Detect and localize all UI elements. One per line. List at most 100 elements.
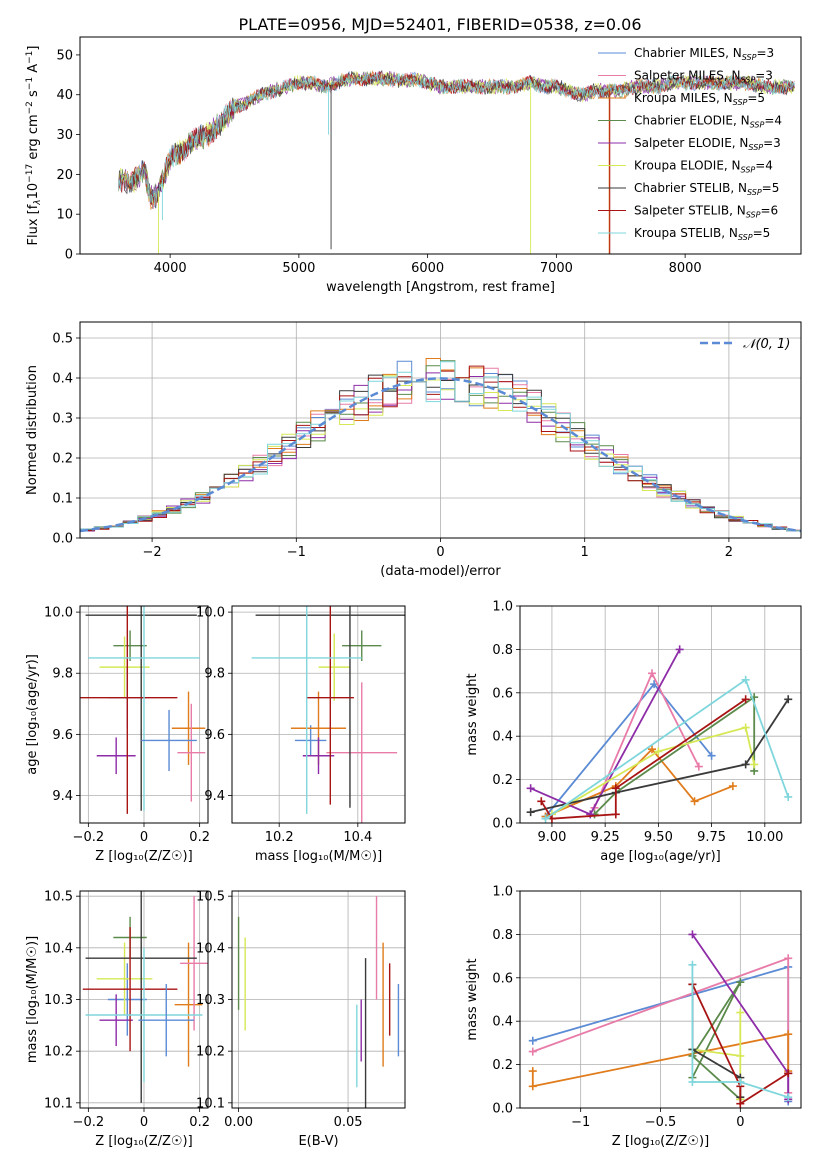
legend-entry: 𝒩(0, 1) bbox=[743, 337, 790, 352]
y-label-part: s bbox=[26, 90, 41, 101]
x-axis-label: wavelength [Angstrom, rest frame] bbox=[326, 280, 555, 295]
x-tick-label: 0.2 bbox=[189, 1115, 210, 1130]
weight-marker bbox=[528, 1082, 537, 1091]
x-tick-label: −2 bbox=[143, 545, 162, 560]
y-tick-label: 0.8 bbox=[492, 643, 513, 658]
weight-marker bbox=[741, 760, 750, 769]
legend-sub: SSP bbox=[750, 121, 765, 130]
x-tick-label: 0.00 bbox=[224, 1115, 253, 1130]
x-tick-label: 0.2 bbox=[189, 830, 210, 845]
legend-entry: Chabrier STELIB, NSSP=5 bbox=[634, 181, 779, 197]
y-axis-label: Normed distribution bbox=[25, 365, 40, 495]
legend-suffix: =3 bbox=[763, 136, 781, 150]
legend-entry: Salpeter STELIB, NSSP=6 bbox=[634, 204, 778, 220]
y-tick-label: 10.3 bbox=[196, 993, 225, 1008]
plot-area-residuals bbox=[80, 322, 801, 538]
weight-marker bbox=[526, 808, 535, 817]
legend-label: Chabrier STELIB, N bbox=[634, 181, 747, 195]
weight-marker bbox=[611, 810, 620, 819]
y-tick-label: 9.4 bbox=[52, 789, 73, 804]
legend-suffix: =5 bbox=[753, 226, 771, 240]
weight-marker bbox=[741, 723, 750, 732]
axes-frame bbox=[79, 605, 209, 824]
y-label-part: Flux [f bbox=[26, 204, 41, 245]
legend-entry: Chabrier ELODIE, NSSP=4 bbox=[634, 114, 782, 130]
weight-marker bbox=[736, 1077, 745, 1086]
plot-area-age-vs-Z bbox=[80, 606, 208, 823]
weight-marker bbox=[784, 695, 793, 704]
y-axis-label: mass weight bbox=[465, 958, 480, 1040]
legend-entry: Kroupa STELIB, NSSP=5 bbox=[634, 226, 770, 242]
weight-marker bbox=[784, 1030, 793, 1039]
y-tick-label: 20 bbox=[56, 168, 73, 183]
y-tick-label: 30 bbox=[56, 128, 73, 143]
axes-frame bbox=[79, 890, 209, 1109]
weight-marker bbox=[528, 1036, 537, 1045]
weight-marker bbox=[688, 930, 697, 939]
y-tick-label: 0.0 bbox=[492, 817, 513, 832]
weight-marker bbox=[537, 797, 546, 806]
x-tick-label: −1 bbox=[287, 545, 306, 560]
y-tick-label: 9.8 bbox=[52, 667, 73, 682]
x-axis-label: mass [log₁₀(M/M☉)] bbox=[255, 849, 382, 864]
x-tick-label: 9.75 bbox=[697, 830, 726, 845]
y-tick-label: 9.6 bbox=[52, 728, 73, 743]
x-tick-label: 10.2 bbox=[265, 830, 294, 845]
y-label-part: erg cm bbox=[26, 114, 41, 163]
x-axis-label: E(B-V) bbox=[298, 1134, 338, 1149]
y-tick-label: 10.0 bbox=[44, 606, 73, 621]
weight-marker bbox=[741, 695, 750, 704]
y-tick-label: 0.4 bbox=[492, 730, 513, 745]
legend-label: Salpeter MILES, N bbox=[634, 69, 741, 83]
weight-marker bbox=[728, 782, 737, 791]
y-tick-label: 9.4 bbox=[204, 789, 225, 804]
panel-weight-vs-age: 9.00 9.25 9.50 9.75 10.00 0.0 0.2 0.4 0.6 0.8 1.0 a… bbox=[465, 600, 802, 864]
legend-entry: Salpeter ELODIE, NSSP=3 bbox=[634, 136, 781, 152]
weight-marker bbox=[611, 784, 620, 793]
figure-title: PLATE=0956, MJD=52401, FIBERID=0538, z=0… bbox=[238, 15, 641, 34]
weight-line bbox=[691, 964, 789, 1099]
legend-sub: SSP bbox=[738, 233, 753, 242]
weight-marker bbox=[688, 960, 697, 969]
plot-area-weight-vs-Z bbox=[520, 891, 801, 1108]
weight-marker bbox=[647, 669, 656, 678]
y-tick-label: 0 bbox=[65, 248, 73, 263]
axes-frame bbox=[519, 605, 802, 824]
plot-area-spectrum bbox=[118, 69, 795, 254]
legend-entry: Kroupa ELODIE, NSSP=4 bbox=[634, 159, 773, 175]
legend-sub: SSP bbox=[746, 211, 761, 220]
panel-spectrum: 4000 5000 6000 7000 8000 0 10 20 30 40 50 wavelengt… bbox=[25, 36, 802, 295]
y-label-part: ] bbox=[26, 46, 41, 51]
y-tick-label: 10.1 bbox=[44, 1096, 73, 1111]
weight-line bbox=[593, 695, 756, 815]
axes-frame bbox=[79, 321, 802, 539]
y-tick-label: 10.3 bbox=[44, 993, 73, 1008]
y-axis-label: age [log₁₀(age/yr)] bbox=[25, 654, 40, 775]
legend-label: Chabrier MILES, N bbox=[634, 46, 742, 60]
panel-age-vs-Z: −0.2 0 0.2 9.4 9.6 9.8 10.0 Z [log₁₀(Z/Z☉)] age … bbox=[25, 605, 210, 864]
legend-suffix: =4 bbox=[764, 114, 782, 128]
y-tick-label: 10.0 bbox=[196, 606, 225, 621]
y-tick-label: 0.4 bbox=[52, 372, 73, 387]
legend-sub: SSP bbox=[733, 98, 748, 107]
y-tick-label: 0.2 bbox=[52, 452, 73, 467]
x-tick-label: 0 bbox=[736, 1115, 744, 1130]
weight-marker bbox=[654, 747, 663, 756]
weight-marker bbox=[784, 792, 793, 801]
weight-marker bbox=[741, 675, 750, 684]
spectrum-line bbox=[118, 72, 795, 207]
weight-marker bbox=[528, 1067, 537, 1076]
legend-sub: SSP bbox=[741, 166, 756, 175]
weight-line bbox=[692, 1012, 742, 1100]
y-tick-label: 40 bbox=[56, 88, 73, 103]
legend-label: Chabrier ELODIE, N bbox=[634, 114, 750, 128]
histogram-series bbox=[80, 361, 801, 534]
x-tick-label: −0.2 bbox=[73, 830, 105, 845]
y-label-part: 10 bbox=[26, 183, 41, 200]
x-tick-label: 9.50 bbox=[644, 830, 673, 845]
x-tick-label: 1 bbox=[581, 545, 589, 560]
legend-label: Salpeter ELODIE, N bbox=[634, 136, 748, 150]
weight-line bbox=[691, 981, 742, 1100]
y-tick-label: 0.8 bbox=[492, 928, 513, 943]
